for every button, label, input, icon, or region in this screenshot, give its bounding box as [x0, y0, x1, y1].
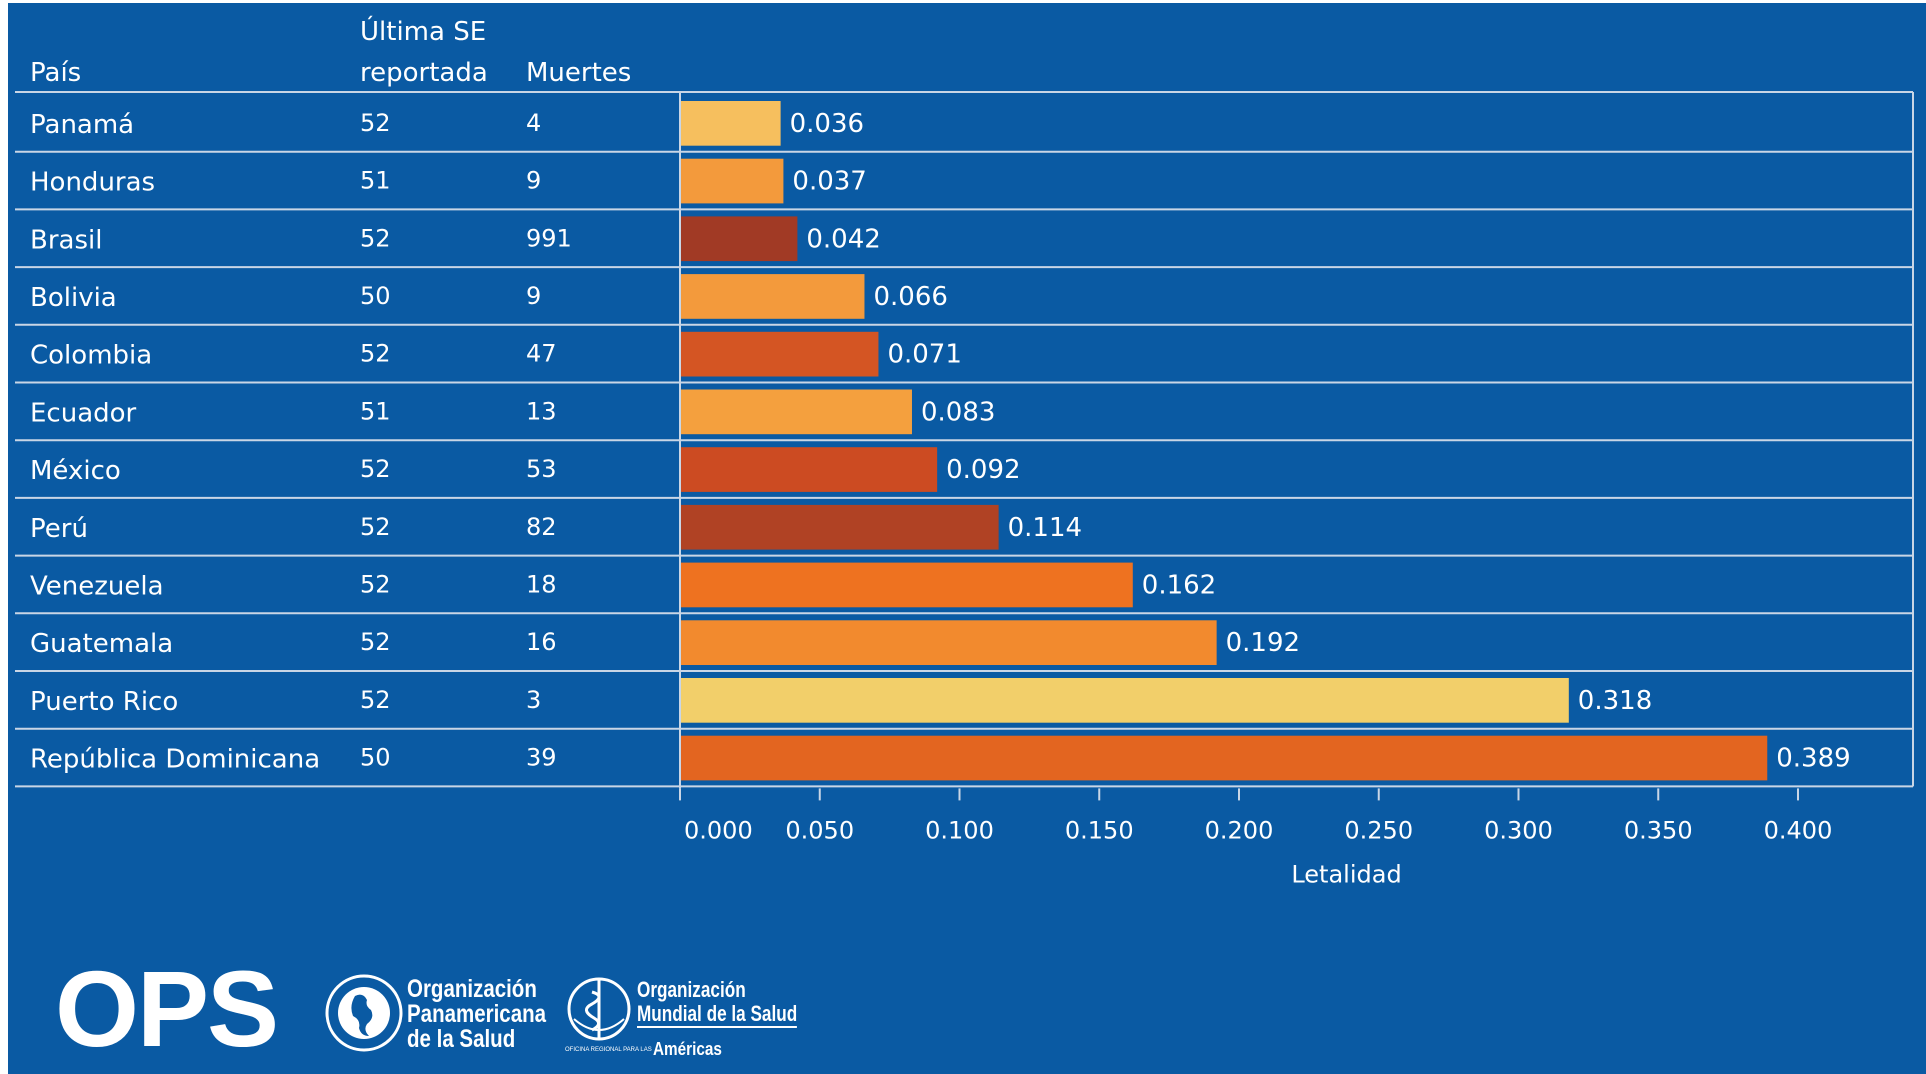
ops-name-line2: Panamericana: [407, 1000, 547, 1028]
bar-value-label: 0.042: [806, 224, 880, 254]
x-tick-label: 0.350: [1624, 816, 1693, 844]
bar-ecuador: [680, 389, 912, 435]
bar-méxico: [680, 447, 938, 492]
x-tick-label: 0.300: [1484, 816, 1553, 844]
header-deaths: Muertes: [526, 58, 632, 88]
paho-globe-emblem-icon: [325, 974, 403, 1052]
country-label: Honduras: [30, 168, 155, 198]
deaths-value: 16: [526, 628, 557, 656]
bar-value-label: 0.318: [1578, 686, 1652, 716]
ops-name-line1: Organización: [407, 975, 537, 1003]
x-tick-label: 0.150: [1065, 816, 1134, 844]
bar-colombia: [680, 331, 879, 377]
bar-perú: [680, 504, 999, 550]
deaths-value: 991: [526, 224, 572, 252]
bar-value-label: 0.092: [946, 455, 1020, 485]
country-label: Bolivia: [30, 283, 117, 313]
deaths-value: 4: [526, 109, 541, 137]
x-tick-label: 0.400: [1764, 816, 1833, 844]
ops-logo-letters: OPS: [55, 948, 279, 1069]
header-country: País: [30, 58, 82, 88]
bar-value-label: 0.162: [1142, 570, 1216, 600]
last-se-value: 52: [360, 455, 391, 483]
bar-value-label: 0.066: [873, 282, 947, 312]
deaths-value: 47: [526, 340, 557, 368]
country-label: Venezuela: [30, 571, 164, 601]
bar-value-label: 0.037: [792, 167, 866, 197]
last-se-value: 51: [360, 397, 391, 425]
header-last-se-line1: Última SE: [360, 17, 487, 47]
bar-república-dominicana: [680, 735, 1768, 781]
deaths-value: 9: [526, 167, 541, 195]
deaths-value: 3: [526, 686, 541, 714]
last-se-value: 52: [360, 686, 391, 714]
bar-puerto-rico: [680, 678, 1569, 723]
last-se-value: 50: [360, 744, 391, 772]
last-se-value: 52: [360, 570, 391, 598]
x-tick-label: 0.250: [1344, 816, 1413, 844]
bar-honduras: [680, 158, 784, 204]
last-se-value: 51: [360, 167, 391, 195]
ops-name-line3: de la Salud: [407, 1025, 516, 1053]
x-axis-title: Letalidad: [1291, 860, 1401, 888]
oms-name-line1: Organización: [637, 977, 746, 1002]
last-se-value: 52: [360, 340, 391, 368]
last-se-value: 52: [360, 224, 391, 252]
country-label: Guatemala: [30, 629, 173, 659]
bar-panamá: [680, 101, 781, 146]
country-label: México: [30, 456, 121, 486]
bar-value-label: 0.071: [887, 340, 961, 370]
country-label: República Dominicana: [30, 745, 320, 775]
last-se-value: 52: [360, 513, 391, 541]
header-last-se-line2: reportada: [360, 58, 488, 88]
bar-venezuela: [680, 562, 1133, 608]
deaths-value: 9: [526, 282, 541, 310]
country-label: Ecuador: [30, 398, 137, 428]
country-label: Brasil: [30, 225, 102, 255]
who-emblem-icon: [567, 977, 631, 1041]
x-tick-label: 0.050: [785, 816, 854, 844]
country-label: Colombia: [30, 341, 152, 371]
bar-value-label: 0.083: [921, 397, 995, 427]
logos: OPS Organización Panamericana de la Salu…: [55, 954, 815, 1070]
bar-bolivia: [680, 274, 865, 319]
x-tick-label: 0.100: [925, 816, 994, 844]
bar-value-label: 0.192: [1226, 628, 1300, 658]
bar-brasil: [680, 216, 798, 262]
bar-guatemala: [680, 620, 1217, 665]
last-se-value: 50: [360, 282, 391, 310]
oms-region-small: OFICINA REGIONAL PARA LAS: [565, 1047, 652, 1053]
country-label: Panamá: [30, 110, 134, 140]
deaths-value: 82: [526, 513, 557, 541]
country-label: Perú: [30, 514, 88, 544]
bar-value-label: 0.114: [1008, 513, 1082, 543]
bar-value-label: 0.389: [1776, 744, 1850, 774]
bar-value-label: 0.036: [790, 109, 864, 139]
deaths-value: 18: [526, 570, 557, 598]
x-tick-label: 0.200: [1205, 816, 1274, 844]
deaths-value: 13: [526, 397, 557, 425]
oms-region: Américas: [653, 1039, 722, 1059]
deaths-value: 53: [526, 455, 557, 483]
last-se-value: 52: [360, 628, 391, 656]
x-tick-label: 0.000: [684, 816, 753, 844]
oms-name-line2: Mundial de la Salud: [637, 1001, 798, 1028]
country-label: Puerto Rico: [30, 687, 178, 717]
deaths-value: 39: [526, 744, 557, 772]
last-se-value: 52: [360, 109, 391, 137]
